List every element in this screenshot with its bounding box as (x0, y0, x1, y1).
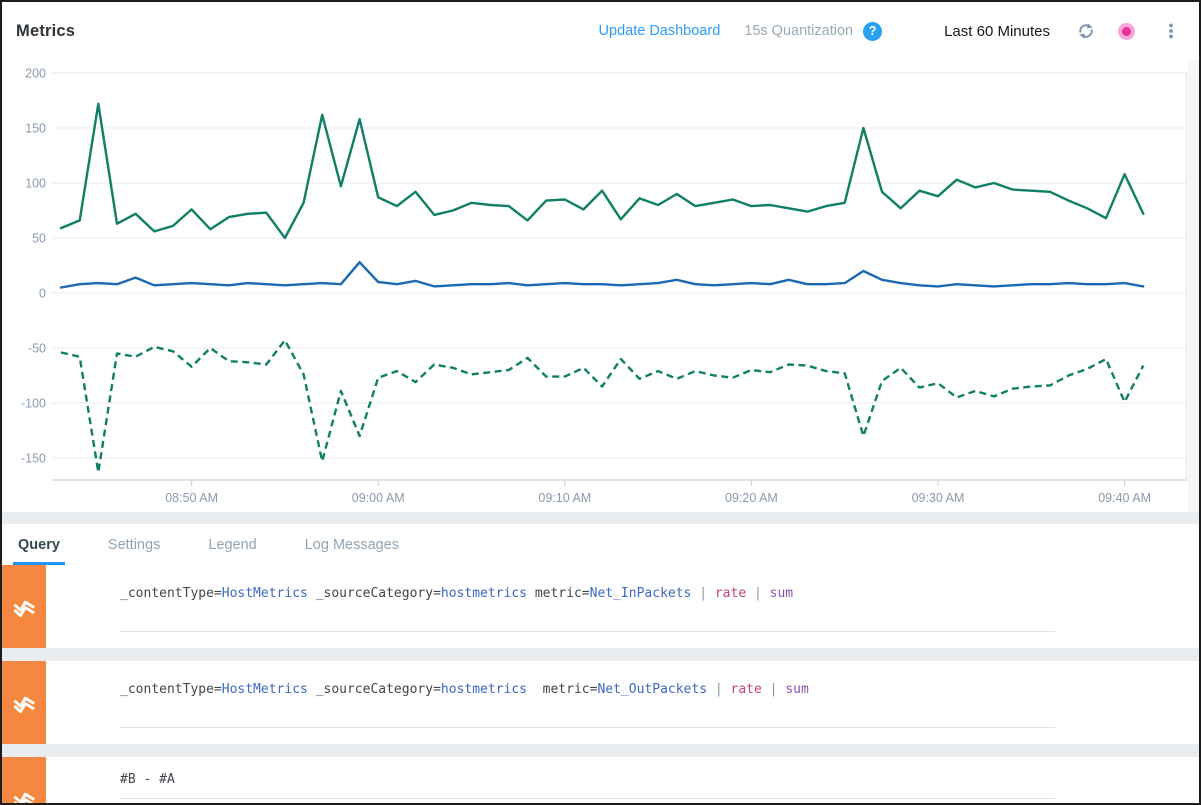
svg-text:0: 0 (39, 287, 46, 301)
record-dot-icon (1122, 26, 1131, 36)
query-input-underline (120, 798, 1055, 799)
row-divider (2, 648, 1199, 661)
tab-label: Log Messages (304, 536, 400, 553)
query-segment-plain: #B - #A (120, 772, 175, 787)
query-segment-op-sum: sum (785, 682, 809, 697)
svg-text:150: 150 (25, 122, 46, 136)
svg-text:50: 50 (32, 232, 46, 246)
query-segment-op-rate: rate (730, 682, 762, 697)
query-segment-value: HostMetrics (221, 586, 308, 601)
panel-divider (2, 512, 1199, 524)
chart-area: 200 150 100 50 0 -50 -100 -150 08:50 AM 09:00 AM 0… (2, 60, 1199, 512)
tab-bar: Query Settings Legend Log Messages (2, 524, 1199, 565)
help-icon[interactable]: ? (863, 21, 883, 41)
query-segment-pipe: | (691, 586, 715, 601)
quantization-label: 15s Quantization (744, 23, 854, 39)
metrics-line-icon (13, 696, 35, 713)
svg-text:09:10 AM: 09:10 AM (538, 491, 591, 505)
query-segment-key: _sourceCategory= (307, 586, 441, 601)
query-input-underline (120, 631, 1055, 632)
row-divider (2, 744, 1199, 757)
svg-text:09:30 AM: 09:30 AM (912, 491, 965, 505)
query-input[interactable]: _contentType=HostMetrics _sourceCategory… (46, 565, 1199, 601)
query-input-underline (120, 727, 1055, 728)
query-segment-value: Net_InPackets (589, 586, 692, 601)
query-segment-pipe: | (761, 682, 786, 697)
query-segment-key: _contentType= (120, 682, 222, 697)
tab-label: Settings (107, 536, 161, 553)
svg-text:09:20 AM: 09:20 AM (725, 491, 778, 505)
metrics-line-icon (13, 792, 35, 803)
query-row: _contentType=HostMetrics _sourceCategory… (2, 565, 1199, 648)
query-segment-key: metric= (527, 682, 598, 697)
svg-text:200: 200 (25, 67, 46, 81)
svg-text:09:00 AM: 09:00 AM (352, 491, 405, 505)
query-segment-key: metric= (527, 586, 590, 601)
chart-right-gutter (1188, 60, 1199, 512)
metrics-row-badge[interactable] (2, 757, 46, 803)
series-line-1 (59, 102, 1145, 240)
query-rows: _contentType=HostMetrics _sourceCategory… (2, 565, 1199, 803)
query-row: #B - #A (2, 757, 1199, 803)
kebab-menu-icon (1169, 23, 1173, 39)
kebab-menu-button[interactable] (1161, 21, 1181, 41)
query-input[interactable]: #B - #A (46, 757, 1199, 787)
metrics-row-badge[interactable] (2, 565, 46, 648)
update-dashboard-link[interactable]: Update Dashboard (598, 23, 721, 39)
query-row-body: #B - #A (46, 757, 1199, 803)
refresh-button[interactable] (1076, 21, 1096, 41)
page-title: Metrics (16, 21, 76, 40)
tab-log-messages[interactable]: Log Messages (300, 524, 404, 565)
query-segment-pipe: | (707, 682, 731, 697)
tab-query[interactable]: Query (13, 524, 65, 565)
y-axis: 200 150 100 50 0 -50 -100 -150 (21, 67, 1187, 466)
svg-text:08:50 AM: 08:50 AM (165, 491, 218, 505)
query-segment-value: Net_OutPackets (597, 682, 708, 697)
tab-legend[interactable]: Legend (203, 524, 261, 565)
time-range-selector[interactable]: Last 60 Minutes (944, 22, 1050, 40)
query-segment-pipe: | (746, 586, 770, 601)
active-tab-underline (13, 562, 65, 565)
refresh-icon (1079, 23, 1093, 39)
svg-text:-50: -50 (28, 342, 46, 356)
query-row: _contentType=HostMetrics _sourceCategory… (2, 661, 1199, 744)
tab-settings[interactable]: Settings (103, 524, 165, 565)
query-segment-value: hostmetrics (440, 586, 527, 601)
metrics-line-icon (13, 600, 35, 617)
panel-header: Metrics Update Dashboard 15s Quantizatio… (2, 2, 1199, 60)
query-row-body: _contentType=HostMetrics _sourceCategory… (46, 661, 1199, 744)
query-segment-value: HostMetrics (221, 682, 308, 697)
x-axis: 08:50 AM 09:00 AM 09:10 AM 09:20 AM 09:30 AM… (52, 72, 1188, 505)
query-input[interactable]: _contentType=HostMetrics _sourceCategory… (46, 661, 1199, 697)
query-segment-op-sum: sum (769, 586, 794, 601)
metrics-row-badge[interactable] (2, 661, 46, 744)
query-segment-key: _contentType= (120, 586, 222, 601)
series-line-3 (60, 339, 1145, 474)
query-segment-key: _sourceCategory= (307, 682, 441, 697)
tab-label: Legend (208, 536, 257, 553)
svg-text:100: 100 (25, 177, 46, 191)
query-segment-value: hostmetrics (440, 682, 527, 697)
query-segment-op-rate: rate (714, 586, 747, 601)
svg-text:09:40 AM: 09:40 AM (1098, 491, 1151, 505)
live-update-toggle[interactable] (1118, 22, 1135, 40)
series-line-2 (59, 260, 1145, 289)
svg-text:-150: -150 (21, 452, 46, 466)
tab-label: Query (18, 536, 60, 553)
svg-text:-100: -100 (21, 397, 46, 411)
query-row-body: _contentType=HostMetrics _sourceCategory… (46, 565, 1199, 648)
